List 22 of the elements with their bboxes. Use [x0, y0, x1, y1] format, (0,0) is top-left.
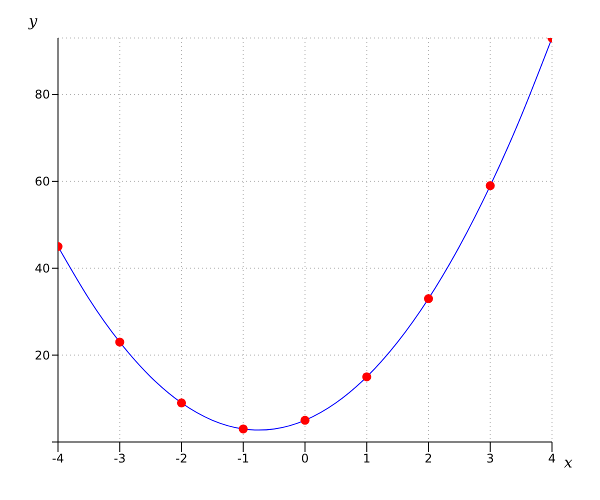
x-tick-label: -4	[52, 452, 64, 466]
point	[115, 338, 124, 347]
x-tick-label: 4	[548, 452, 556, 466]
point	[300, 416, 310, 425]
x-tick-label: 2	[424, 452, 432, 466]
y-tick-label: 80	[34, 88, 50, 102]
x-tick-label: 0	[301, 452, 309, 466]
point	[362, 372, 372, 382]
y-tick-label: 20	[34, 348, 50, 362]
point	[486, 181, 495, 190]
y-tick-label: 40	[34, 261, 50, 276]
x-tick-label: -1	[237, 452, 250, 466]
x-tick-label: 3	[486, 452, 494, 466]
y-tick-label: 60	[34, 174, 50, 189]
x-tick-label: -3	[114, 452, 126, 466]
y-axis-title: y	[28, 12, 38, 30]
x-tick-label: 1	[362, 452, 371, 466]
point	[424, 294, 434, 304]
x-tick-label: -2	[176, 452, 188, 466]
x-axis-title: x	[564, 453, 573, 472]
point	[238, 424, 248, 434]
point	[176, 398, 186, 408]
